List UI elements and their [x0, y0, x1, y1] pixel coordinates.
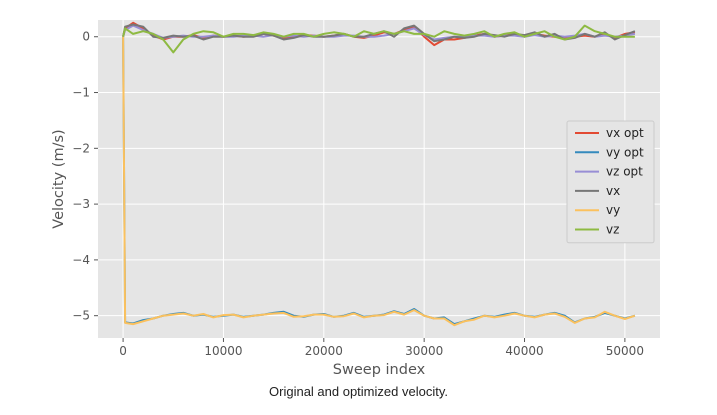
figure-caption: Original and optimized velocity.: [269, 384, 448, 399]
x-tick-label: 0: [119, 344, 127, 358]
series-line-vy: [122, 36, 636, 327]
x-tick-label: 30000: [405, 344, 443, 358]
series-line-vz: [122, 24, 635, 54]
legend-entry-vy: vy: [606, 203, 620, 217]
y-axis-label: Velocity (m/s): [51, 129, 67, 228]
series-layer: [122, 21, 636, 327]
plot-background: [98, 20, 660, 338]
legend-entry-vy-opt: vy opt: [606, 145, 644, 159]
x-tick-label: 50000: [606, 344, 644, 358]
y-tick-label: −5: [72, 309, 90, 323]
y-tick-label: −1: [72, 86, 90, 100]
legend-entry-vz-opt: vz opt: [606, 165, 643, 179]
legend-entry-vx: vx: [606, 184, 620, 198]
velocity-chart: 0 10000 20000 30000 40000 50000 0 −1 −2 −3 −4 −5 Sw…: [51, 20, 660, 378]
y-tick-label: 0: [82, 30, 90, 44]
legend-entry-vx-opt: vx opt: [606, 126, 644, 140]
x-tick-label: 20000: [305, 344, 343, 358]
legend: vx opt vy opt vz opt vx vy vz: [566, 120, 655, 244]
legend-entry-vz: vz: [606, 223, 619, 237]
y-tick-label: −3: [72, 197, 90, 211]
y-tick-label: −4: [72, 253, 90, 267]
x-tick-label: 10000: [204, 344, 242, 358]
x-tick-label: 40000: [505, 344, 543, 358]
x-axis-label: Sweep index: [333, 362, 426, 378]
tick-labels: 0 10000 20000 30000 40000 50000 0 −1 −2 −3 −4 −5: [72, 30, 644, 358]
y-tick-label: −2: [72, 141, 90, 155]
